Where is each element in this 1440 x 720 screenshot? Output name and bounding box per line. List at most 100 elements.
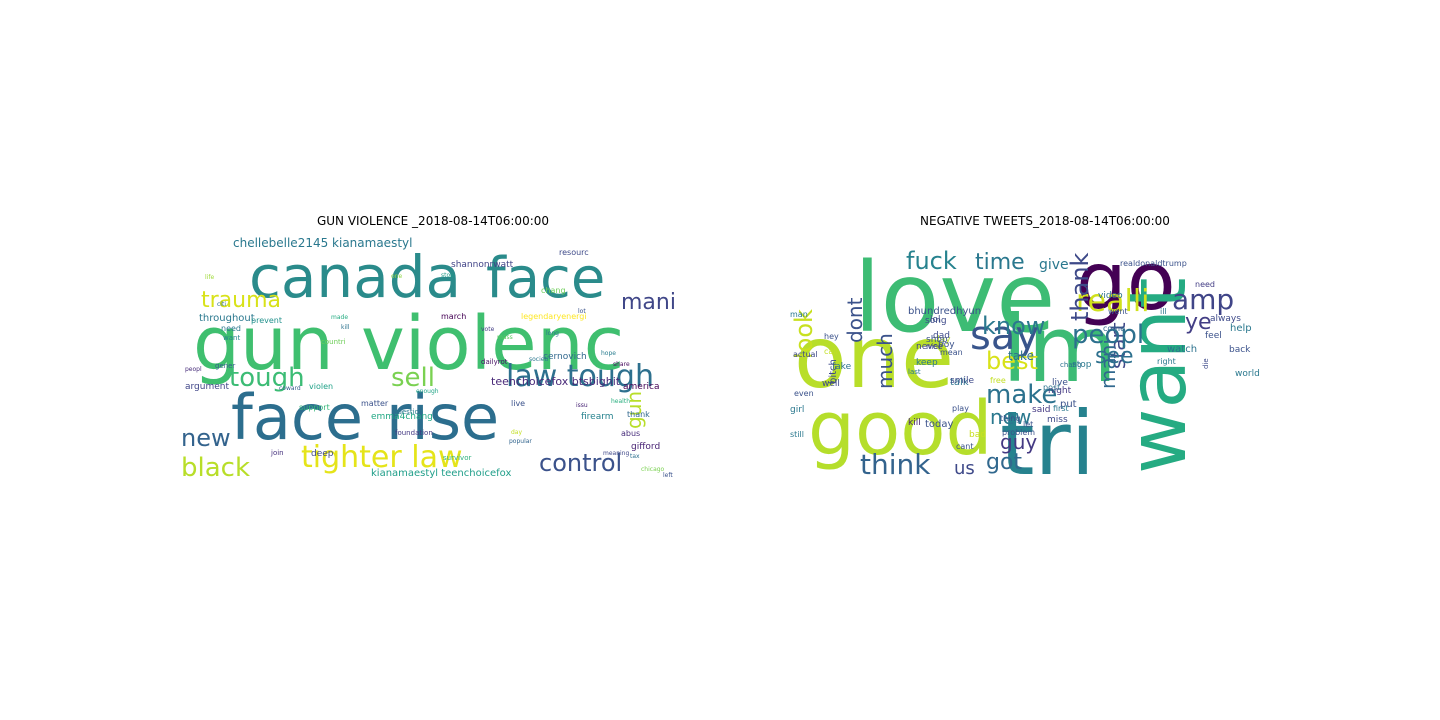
word-lol: lol [930, 315, 941, 325]
word-even: even [794, 389, 814, 398]
word-feel: feel [1205, 331, 1222, 341]
word-dont: dont [843, 297, 867, 343]
word-man: man [790, 310, 808, 319]
word-us: us [954, 458, 975, 479]
word-look: look [790, 309, 818, 359]
word-tough: tough [229, 363, 305, 393]
word-help: help [1230, 323, 1252, 334]
word-post: post [1043, 383, 1060, 392]
word-think: think [860, 448, 931, 481]
word-day: day [934, 335, 951, 345]
word-join: join [270, 449, 284, 457]
word-survivor: survivor [443, 454, 471, 462]
word-need: need [221, 324, 241, 333]
word-foundation: foundation [395, 429, 433, 437]
word-cant: cant [956, 442, 974, 451]
word-watch: watch [1167, 344, 1197, 355]
word-live: live [1052, 378, 1068, 388]
word-countri: countri [321, 338, 346, 346]
word-issu: issu [576, 402, 588, 409]
word-day: day [511, 429, 522, 436]
word-fake: fake [832, 362, 852, 372]
word-today: today [925, 419, 954, 430]
word-cernovich: cernovich [543, 352, 587, 362]
word-thing: thing [1000, 414, 1021, 423]
word-chicago: chicago [641, 466, 665, 473]
word-canada: canada [249, 243, 461, 311]
word-long: long [546, 330, 559, 337]
word-talk: talk [950, 377, 969, 388]
word-tri: tri [1000, 392, 1095, 484]
word-popular: popular [509, 438, 532, 445]
word-violenc: violenc [361, 301, 624, 387]
word-nice: nice [926, 342, 943, 351]
word-sell: sell [391, 363, 435, 393]
word-america: america [623, 382, 659, 392]
word-legendaryenergi: legendaryenergi [521, 312, 587, 321]
word-chang: chang [1060, 361, 1081, 369]
word-back: back [1229, 345, 1251, 355]
word-ye: ye [1185, 310, 1212, 335]
word-love: love [854, 242, 1055, 354]
word-enough: enough [416, 388, 439, 395]
word-never: never [916, 342, 942, 352]
word-ill: ill [1160, 307, 1167, 316]
word-put: put [1060, 399, 1077, 410]
word-girl: girl [790, 405, 804, 415]
word-prevent: prevent [251, 316, 282, 325]
word-boy: boy [938, 340, 955, 350]
word-video: video [1098, 291, 1123, 301]
word-coward: coward [279, 385, 301, 392]
word-realdonaldtrump: realdonaldtrump [1120, 259, 1187, 268]
word-much: much [873, 333, 897, 389]
word-meaning: meaning [603, 450, 629, 457]
word-said: said [1032, 405, 1050, 415]
word-deep: deep [311, 449, 334, 459]
word-want: want [1111, 277, 1204, 474]
word-still: still [790, 430, 804, 439]
word-thank: thank [627, 410, 650, 419]
word-night: night [1048, 386, 1072, 396]
word-miss: miss [1047, 415, 1068, 425]
word-new: new [181, 424, 231, 452]
word-support: support [299, 403, 330, 412]
word-mass: mass [497, 334, 513, 341]
word-die: die [1202, 358, 1210, 369]
word-firearm: firearm [581, 412, 614, 422]
word-citi: citi [217, 301, 226, 308]
word-dad: dad [933, 331, 950, 341]
word-keep: keep [916, 358, 938, 368]
word-kianamaestyl-teenchoicefox: kianamaestyl teenchoicefox [371, 468, 511, 479]
word-gun: gun [622, 391, 646, 429]
word-gun: gun [193, 301, 334, 387]
word-play: play [952, 404, 969, 413]
word-let: let [1023, 420, 1033, 429]
word-live: live [511, 399, 525, 408]
word-vote: vote [481, 326, 495, 333]
word-chellebelle2145-kianamaestyl: chellebelle2145 kianamaestyl [233, 236, 412, 250]
word-life: life [205, 274, 214, 281]
word-bad: bad [969, 430, 986, 440]
word-throughout: throughout [199, 313, 255, 324]
word-one: one [391, 273, 402, 280]
word-matter: matter [361, 399, 389, 408]
word-amp: amp [1172, 283, 1234, 316]
word-resourc: resourc [559, 248, 589, 257]
word-kill: kill [341, 324, 350, 331]
word-good: good [808, 386, 993, 472]
cloud-title-left: GUN VIOLENCE _2018-08-14T06:00:00 [316, 214, 550, 228]
word-im: im [1002, 296, 1117, 403]
word-come: come [1103, 324, 1125, 333]
word-cloud-right: love go one im want good tri say realli know fuck t… [790, 229, 1300, 484]
word-tighter-law: tighter law [301, 440, 463, 475]
word-mean: mean [940, 348, 963, 357]
word-cloud-left: canada face gun violenc face rise tighter law t… [181, 229, 681, 484]
word-see: see [1095, 344, 1134, 369]
word-always: always [1210, 314, 1241, 324]
word-share: share [613, 361, 630, 368]
word-made: made [331, 314, 348, 321]
word-abus: abus [621, 429, 640, 438]
word-thank: thank [1066, 252, 1094, 321]
word-shannonrwatt: shannonrwatt [451, 260, 514, 270]
